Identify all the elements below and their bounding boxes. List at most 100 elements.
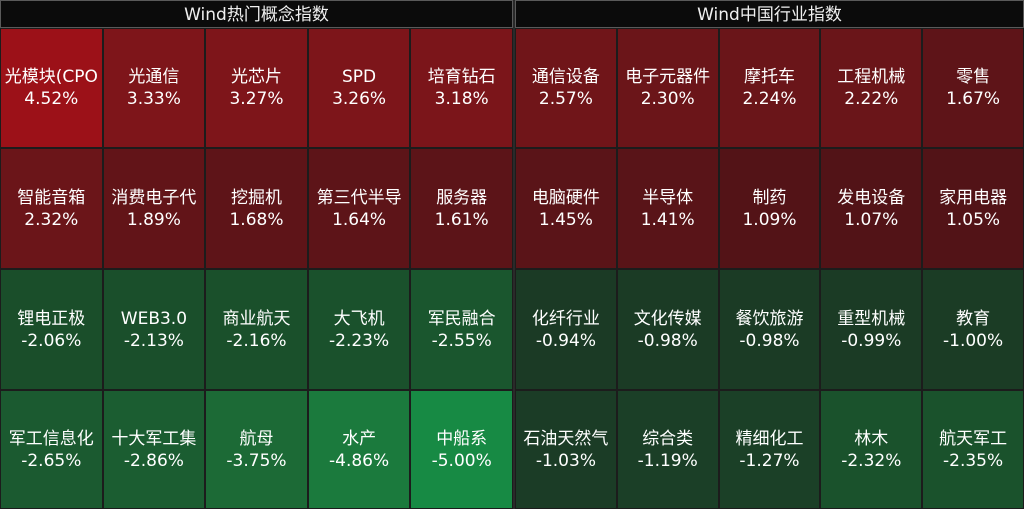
- tile-name: 教育: [956, 308, 991, 329]
- tile-change-percent: 1.64%: [332, 209, 387, 230]
- tile-name: 培育钻石: [427, 67, 496, 87]
- tile-name: 制药: [752, 187, 787, 208]
- heatmap-tile[interactable]: 水产 -4.86%: [307, 390, 411, 509]
- tile-change-percent: 3.27%: [229, 89, 284, 109]
- tile-name: 水产: [342, 428, 377, 449]
- tile-change-percent: 3.18%: [434, 89, 489, 109]
- tile-name: 家用电器: [939, 187, 1008, 208]
- heatmap-tile[interactable]: 化纤行业 -0.94%: [515, 269, 617, 390]
- tile-change-percent: -2.35%: [943, 450, 1004, 471]
- tile-change-percent: 1.61%: [434, 209, 489, 230]
- heatmap-tile[interactable]: 摩托车 2.24%: [718, 28, 821, 148]
- tile-change-percent: -2.23%: [329, 330, 390, 351]
- heatmap-tile[interactable]: 林木 -2.32%: [820, 390, 923, 509]
- heatmap-tile[interactable]: 重型机械 -0.99%: [820, 269, 923, 390]
- heatmap-tile[interactable]: 航天军工 -2.35%: [922, 390, 1024, 509]
- heatmap-tile[interactable]: 军民融合 -2.55%: [410, 269, 513, 390]
- heatmap-tile[interactable]: 家用电器 1.05%: [922, 148, 1024, 269]
- heatmap-tile[interactable]: 半导体 1.41%: [616, 148, 719, 269]
- tile-name: 光模块(CPO: [4, 67, 98, 87]
- heatmap-tile[interactable]: 商业航天 -2.16%: [205, 269, 308, 390]
- tile-name: 石油天然气: [523, 428, 609, 449]
- heatmap-tile[interactable]: 锂电正极 -2.06%: [0, 269, 103, 390]
- heatmap-tile[interactable]: 发电设备 1.07%: [820, 148, 923, 269]
- heatmap-tile[interactable]: 培育钻石 3.18%: [410, 28, 513, 148]
- tile-name: 工程机械: [837, 67, 906, 87]
- tile-change-percent: -1.19%: [637, 450, 698, 471]
- tile-name: 发电设备: [837, 187, 906, 208]
- heatmap-tile[interactable]: 光芯片 3.27%: [205, 28, 308, 148]
- tile-change-percent: 2.22%: [844, 89, 899, 109]
- tile-change-percent: 1.68%: [229, 209, 284, 230]
- tile-name: 消费电子代: [111, 187, 197, 208]
- tile-change-percent: -3.75%: [226, 450, 287, 471]
- tile-change-percent: -0.99%: [841, 330, 902, 351]
- heatmap-tile[interactable]: 精细化工 -1.27%: [718, 390, 821, 509]
- tile-name: 林木: [854, 428, 889, 449]
- tile-name: 航天军工: [939, 428, 1008, 449]
- heatmap-tile[interactable]: 光模块(CPO 4.52%: [0, 28, 103, 148]
- tile-change-percent: -2.32%: [841, 450, 902, 471]
- heatmap-tile[interactable]: 光通信 3.33%: [102, 28, 206, 148]
- tile-name: 半导体: [642, 187, 694, 208]
- tile-name: 第三代半导: [316, 187, 402, 208]
- panel-title: Wind热门概念指数: [0, 0, 513, 28]
- tile-name: 商业航天: [222, 308, 291, 329]
- tile-change-percent: 1.05%: [946, 209, 1001, 230]
- heatmap-tile[interactable]: 工程机械 2.22%: [820, 28, 923, 148]
- tile-name: 餐饮旅游: [735, 308, 804, 329]
- heatmap-tile[interactable]: 电脑硬件 1.45%: [515, 148, 617, 269]
- tile-name: 大飞机: [333, 308, 385, 329]
- heatmap-tile[interactable]: 军工信息化 -2.65%: [0, 390, 103, 509]
- tile-change-percent: -1.00%: [943, 330, 1004, 351]
- tile-change-percent: 1.67%: [946, 89, 1001, 109]
- heatmap-tile[interactable]: 中船系 -5.00%: [410, 390, 513, 509]
- heatmap-tile[interactable]: 石油天然气 -1.03%: [515, 390, 617, 509]
- tile-name: 锂电正极: [17, 308, 86, 329]
- heatmap-tile[interactable]: SPD 3.26%: [307, 28, 411, 148]
- tile-name: 零售: [956, 67, 991, 87]
- heatmap-tile[interactable]: 第三代半导 1.64%: [307, 148, 411, 269]
- heatmap-tile[interactable]: 服务器 1.61%: [410, 148, 513, 269]
- tile-name: 军民融合: [427, 308, 496, 329]
- heatmap-tile[interactable]: 零售 1.67%: [922, 28, 1024, 148]
- tile-change-percent: 3.33%: [126, 89, 181, 109]
- tile-change-percent: -1.03%: [535, 450, 596, 471]
- tile-change-percent: -2.13%: [123, 330, 184, 351]
- tile-name: 服务器: [436, 187, 488, 208]
- tile-change-percent: -0.98%: [739, 330, 800, 351]
- heatmap-tile[interactable]: 综合类 -1.19%: [616, 390, 719, 509]
- tile-name: WEB3.0: [120, 308, 188, 329]
- tile-change-percent: 1.07%: [844, 209, 899, 230]
- tile-name: 文化传媒: [633, 308, 702, 329]
- heatmap-tile[interactable]: 智能音箱 2.32%: [0, 148, 103, 269]
- tile-change-percent: -2.55%: [431, 330, 492, 351]
- tile-name: 综合类: [642, 428, 694, 449]
- panel-title: Wind中国行业指数: [515, 0, 1024, 28]
- heatmap-tile[interactable]: 挖掘机 1.68%: [205, 148, 308, 269]
- heatmap-tile[interactable]: 十大军工集 -2.86%: [102, 390, 206, 509]
- heatmap-tile[interactable]: 消费电子代 1.89%: [102, 148, 206, 269]
- tile-change-percent: 2.24%: [742, 89, 797, 109]
- heatmap-tile[interactable]: 大飞机 -2.23%: [307, 269, 411, 390]
- tile-change-percent: -2.65%: [21, 450, 82, 471]
- heatmap-tile[interactable]: 电子元器件 2.30%: [616, 28, 719, 148]
- tile-change-percent: 3.26%: [332, 89, 387, 109]
- heatmap-tile[interactable]: WEB3.0 -2.13%: [102, 269, 206, 390]
- tile-name: 挖掘机: [230, 187, 282, 208]
- tile-change-percent: -4.86%: [329, 450, 390, 471]
- heatmap-tile[interactable]: 教育 -1.00%: [922, 269, 1024, 390]
- tile-change-percent: 1.41%: [640, 209, 695, 230]
- tile-change-percent: 2.32%: [24, 209, 79, 230]
- heatmap-tile[interactable]: 通信设备 2.57%: [515, 28, 617, 148]
- heatmap-tile[interactable]: 航母 -3.75%: [205, 390, 308, 509]
- panel-divider: [513, 0, 515, 509]
- tile-name: 化纤行业: [531, 308, 600, 329]
- heatmap-tile[interactable]: 制药 1.09%: [718, 148, 821, 269]
- tile-change-percent: 4.52%: [24, 89, 79, 109]
- heatmap-tile[interactable]: 餐饮旅游 -0.98%: [718, 269, 821, 390]
- heatmap-tile[interactable]: 文化传媒 -0.98%: [616, 269, 719, 390]
- tile-change-percent: -5.00%: [431, 450, 492, 471]
- tile-name: 摩托车: [743, 67, 795, 87]
- tile-change-percent: -0.98%: [637, 330, 698, 351]
